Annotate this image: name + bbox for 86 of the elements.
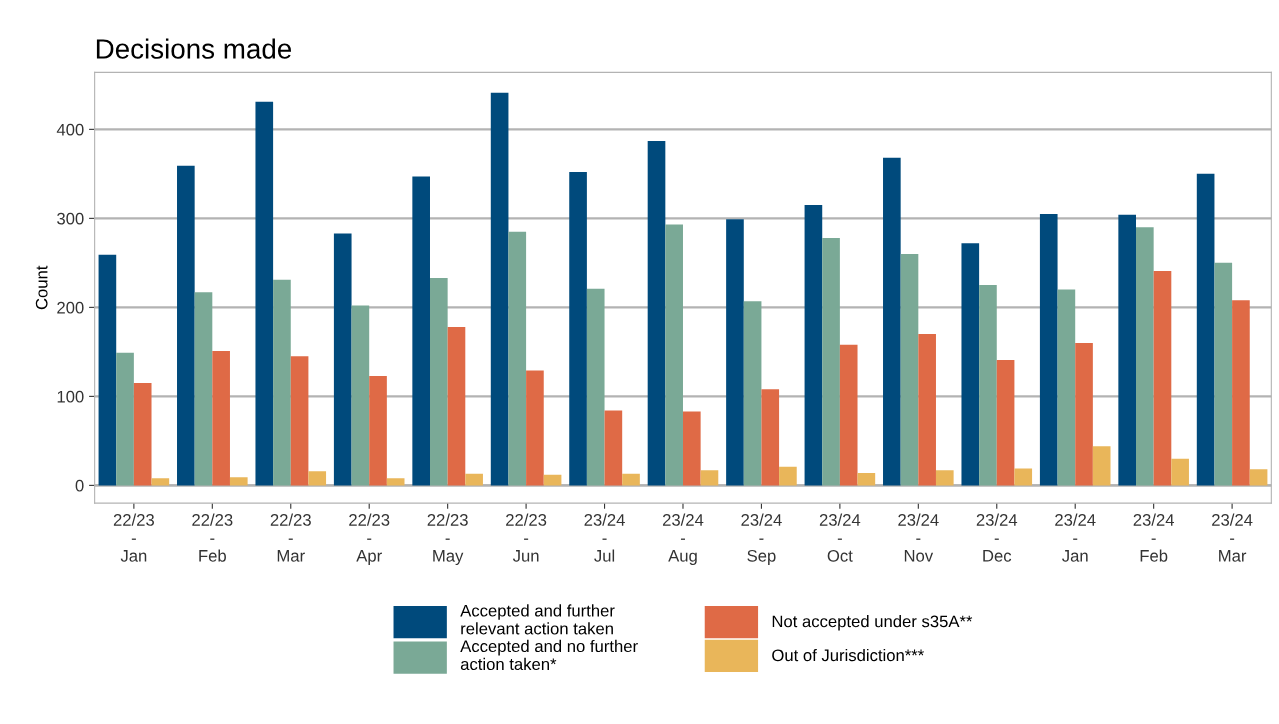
bar <box>1249 469 1268 486</box>
bar <box>804 205 823 486</box>
x-tick-label: 23/24 - Mar <box>1212 513 1253 562</box>
y-tick-label: 300 <box>57 212 84 225</box>
x-tick-label: 22/23 - Mar <box>270 513 311 562</box>
y-tick-label: 0 <box>75 479 84 492</box>
bar <box>961 243 980 486</box>
bar <box>682 411 701 486</box>
bar <box>1075 342 1093 486</box>
bar <box>386 478 405 486</box>
bar <box>996 359 1015 486</box>
bar <box>935 470 954 486</box>
bar <box>647 140 666 486</box>
bar <box>918 334 936 486</box>
bar <box>465 473 483 486</box>
y-tick-label: 400 <box>56 123 84 136</box>
y-axis-title: Count <box>35 265 48 310</box>
y-tick-label: 200 <box>57 301 84 314</box>
x-tick-label: 23/24 - Sep <box>741 513 782 566</box>
legend-label: Not accepted under s35A** <box>772 615 973 631</box>
x-tick-label: 22/23 - Jun <box>506 513 547 562</box>
bar <box>447 326 466 486</box>
bar <box>586 288 605 486</box>
bar <box>194 292 213 486</box>
bar <box>622 473 640 486</box>
bar <box>1057 289 1076 486</box>
bar <box>1092 446 1111 486</box>
bar <box>1171 458 1189 486</box>
x-tick-label: 22/23 - Feb <box>192 513 233 562</box>
x-tick-label: 23/24 - Aug <box>662 513 704 566</box>
bar <box>883 157 901 486</box>
x-tick-label: 22/23 - Jan <box>113 513 154 562</box>
x-tick-label: 23/24 - Dec <box>976 513 1018 562</box>
chart-title: Decisions made <box>96 38 292 59</box>
bar <box>665 224 683 486</box>
bar <box>351 305 370 486</box>
bar <box>979 285 997 486</box>
bar <box>290 356 309 486</box>
legend-label: Accepted and further relevant action taken <box>460 604 615 635</box>
bar <box>779 466 797 486</box>
bar <box>369 375 387 486</box>
bar <box>1196 173 1215 486</box>
bar <box>412 176 430 486</box>
bar <box>1232 300 1250 486</box>
y-tick-label: 100 <box>57 390 84 403</box>
bar <box>508 231 527 486</box>
x-tick-label: 23/24 - Feb <box>1133 513 1175 562</box>
x-tick-label: 22/23 - Apr <box>349 513 390 566</box>
bar <box>569 172 587 486</box>
bar <box>1039 213 1058 486</box>
bar <box>177 165 195 486</box>
bar <box>543 474 562 486</box>
bar <box>151 478 170 486</box>
bar <box>743 301 762 486</box>
bar <box>1214 262 1233 486</box>
bar <box>98 254 117 486</box>
bar <box>1014 468 1033 486</box>
bar <box>857 472 876 486</box>
bar <box>490 92 509 486</box>
bar <box>333 233 352 486</box>
bar <box>700 470 719 486</box>
x-tick-label: 22/23 - May <box>427 513 468 566</box>
bar <box>839 344 858 486</box>
bar <box>430 278 448 486</box>
x-tick-label: 23/24 - Jan <box>1055 513 1096 562</box>
bar <box>761 389 780 486</box>
bar <box>900 253 919 486</box>
bar <box>604 410 623 486</box>
bar <box>1118 214 1137 486</box>
x-tick-label: 23/24 - Jul <box>584 513 625 562</box>
x-tick-label: 23/24 - Oct <box>819 513 861 562</box>
legend-label: Out of Jurisdiction*** <box>772 648 924 662</box>
bar <box>822 237 840 486</box>
bar <box>133 383 152 486</box>
bar <box>273 279 291 486</box>
bar <box>116 352 134 486</box>
bar <box>726 219 744 486</box>
bar <box>526 370 544 486</box>
bar <box>308 471 327 486</box>
bar <box>1153 270 1172 486</box>
bar <box>212 350 230 486</box>
x-tick-label: 23/24 - Nov <box>898 513 939 562</box>
bar <box>229 477 248 486</box>
bar <box>255 101 274 486</box>
bar <box>1136 227 1154 486</box>
legend-label: Accepted and no further action taken* <box>460 639 638 671</box>
